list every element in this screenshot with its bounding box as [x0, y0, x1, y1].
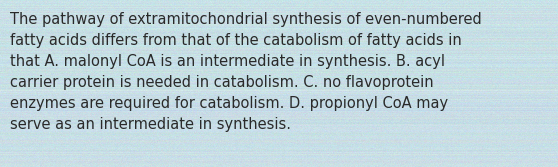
Text: The pathway of extramitochondrial synthesis of even-numbered
fatty acids differs: The pathway of extramitochondrial synthe…	[10, 12, 482, 132]
